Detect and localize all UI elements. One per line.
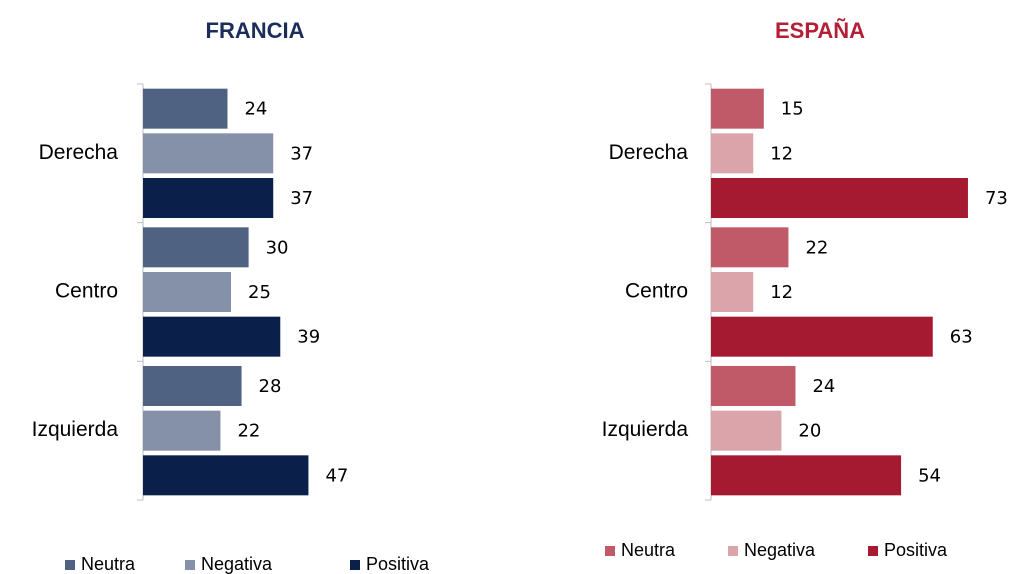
- bar: [143, 455, 309, 496]
- legend-label: Neutra: [81, 554, 136, 574]
- value-label: 24: [812, 376, 835, 397]
- legend-label: Positiva: [884, 540, 948, 560]
- legend-swatch: [605, 546, 615, 556]
- value-label: 20: [798, 421, 821, 442]
- bar: [711, 133, 754, 174]
- value-label: 28: [259, 376, 282, 397]
- value-label: 37: [290, 188, 313, 209]
- value-label: 25: [248, 282, 271, 303]
- chart-title: ESPAÑA: [775, 18, 865, 43]
- category-label: Izquierda: [32, 418, 119, 441]
- value-label: 54: [918, 465, 941, 486]
- legend-label: Positiva: [366, 554, 430, 574]
- value-label: 30: [266, 237, 289, 258]
- bar: [711, 178, 968, 218]
- bar: [711, 410, 782, 451]
- value-label: 15: [781, 99, 804, 120]
- category-label: Centro: [55, 280, 118, 303]
- bar: [143, 410, 221, 451]
- value-label: 22: [805, 237, 828, 258]
- value-label: 39: [297, 327, 320, 348]
- value-label: 63: [950, 327, 973, 348]
- bar: [711, 366, 796, 406]
- value-label: 12: [770, 143, 793, 164]
- value-label: 37: [290, 143, 313, 164]
- bar: [143, 133, 274, 174]
- bar: [711, 88, 764, 129]
- bar: [711, 455, 902, 496]
- category-label: Derecha: [39, 141, 119, 164]
- bar: [143, 227, 249, 268]
- legend-label: Negativa: [201, 554, 273, 574]
- bar: [143, 178, 274, 218]
- category-label: Izquierda: [602, 418, 689, 441]
- category-label: Derecha: [609, 141, 689, 164]
- value-label: 22: [237, 421, 260, 442]
- chart-title: FRANCIA: [206, 18, 305, 43]
- legend-label: Neutra: [621, 540, 676, 560]
- legend-label: Negativa: [744, 540, 816, 560]
- legend-swatch: [350, 560, 360, 570]
- bar: [143, 366, 242, 406]
- legend-swatch: [185, 560, 195, 570]
- category-label: Centro: [625, 280, 688, 303]
- bar: [711, 272, 754, 312]
- legend-swatch: [868, 546, 878, 556]
- legend-swatch: [65, 560, 75, 570]
- bar: [711, 227, 789, 268]
- legend-swatch: [728, 546, 738, 556]
- value-label: 24: [244, 99, 267, 120]
- bar: [143, 316, 281, 357]
- value-label: 73: [985, 188, 1008, 209]
- bar: [143, 272, 231, 312]
- bar: [711, 316, 933, 357]
- bar: [143, 88, 228, 129]
- value-label: 12: [770, 282, 793, 303]
- value-label: 47: [325, 465, 348, 486]
